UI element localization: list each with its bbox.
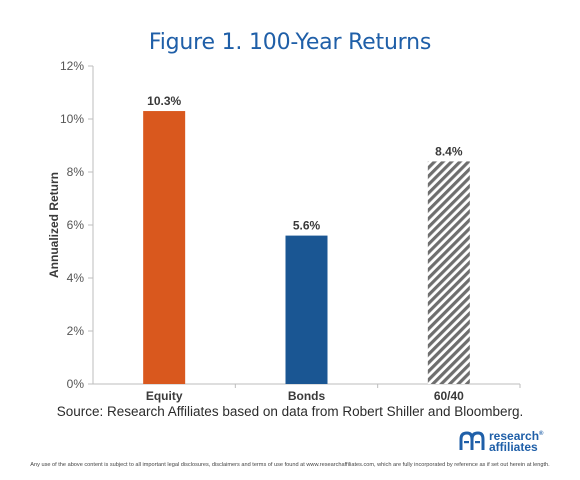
y-tick-label: 2% [67,324,85,338]
y-tick-label: 0% [67,377,85,391]
legal-disclaimer: Any use of the above content is subject … [30,462,550,468]
bar-60-40 [427,161,470,384]
research-affiliates-logo: research® affiliates [459,429,543,453]
source-note: Source: Research Affiliates based on dat… [56,404,524,419]
bar-value-label: 10.3% [147,94,181,108]
y-tick-label: 12% [60,59,84,73]
y-tick-label: 6% [67,218,85,232]
y-tick-label: 4% [67,271,85,285]
x-tick-label: Bonds [288,389,326,403]
y-axis-title: Annualized Return [47,172,61,278]
logo-line-2: affiliates [489,440,538,454]
chart-title: Figure 1. 100-Year Returns [148,30,432,55]
x-tick-label: Equity [146,389,183,403]
logo-mark-icon [459,431,485,450]
bar-bonds [285,235,328,384]
y-tick-label: 10% [60,112,84,126]
bar-equity [143,111,186,385]
bar-value-label: 8.4% [435,144,463,158]
x-tick-label: 60/40 [434,389,464,403]
y-tick-label: 8% [67,165,85,179]
bar-value-label: 5.6% [293,219,321,233]
logo-line-1: research® [489,429,544,443]
